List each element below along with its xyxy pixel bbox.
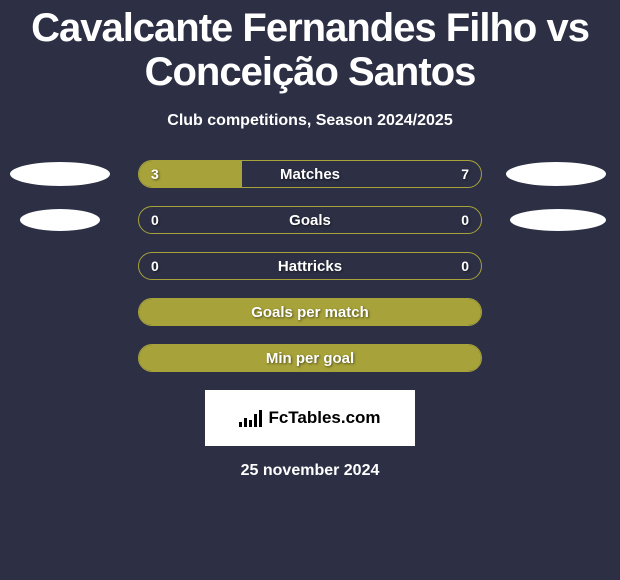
logo-text: FcTables.com: [268, 408, 380, 428]
stat-bar: Goals per match: [138, 298, 482, 326]
stat-bar: Min per goal: [138, 344, 482, 372]
page-title: Cavalcante Fernandes Filho vs Conceição …: [0, 0, 620, 94]
stat-row-goals-per-match: Goals per match: [0, 298, 620, 326]
stat-row-min-per-goal: Min per goal: [0, 344, 620, 372]
date-label: 25 november 2024: [0, 462, 620, 480]
stat-label: Min per goal: [139, 350, 481, 367]
stat-bar: 0 Hattricks 0: [138, 252, 482, 280]
stat-bar: 3 Matches 7: [138, 160, 482, 188]
logo-box: FcTables.com: [205, 390, 415, 446]
player-photo-left-2: [20, 209, 100, 231]
player-photo-left-1: [10, 162, 110, 186]
player-photo-right-1: [506, 162, 606, 186]
stat-value-right: 0: [461, 258, 469, 274]
stat-label: Goals per match: [139, 304, 481, 321]
bar-chart-icon: [239, 409, 264, 427]
stat-label: Hattricks: [139, 258, 481, 275]
stat-value-right: 0: [461, 212, 469, 228]
stat-label: Goals: [139, 212, 481, 229]
stat-row-goals: 0 Goals 0: [0, 206, 620, 234]
stat-bar: 0 Goals 0: [138, 206, 482, 234]
stat-value-right: 7: [461, 166, 469, 182]
subtitle: Club competitions, Season 2024/2025: [0, 112, 620, 130]
player-photo-right-2: [510, 209, 606, 231]
stat-row-hattricks: 0 Hattricks 0: [0, 252, 620, 280]
stat-row-matches: 3 Matches 7: [0, 160, 620, 188]
stats-area: 3 Matches 7 0 Goals 0 0 Hattricks 0 Goal…: [0, 160, 620, 372]
stat-label: Matches: [139, 166, 481, 183]
